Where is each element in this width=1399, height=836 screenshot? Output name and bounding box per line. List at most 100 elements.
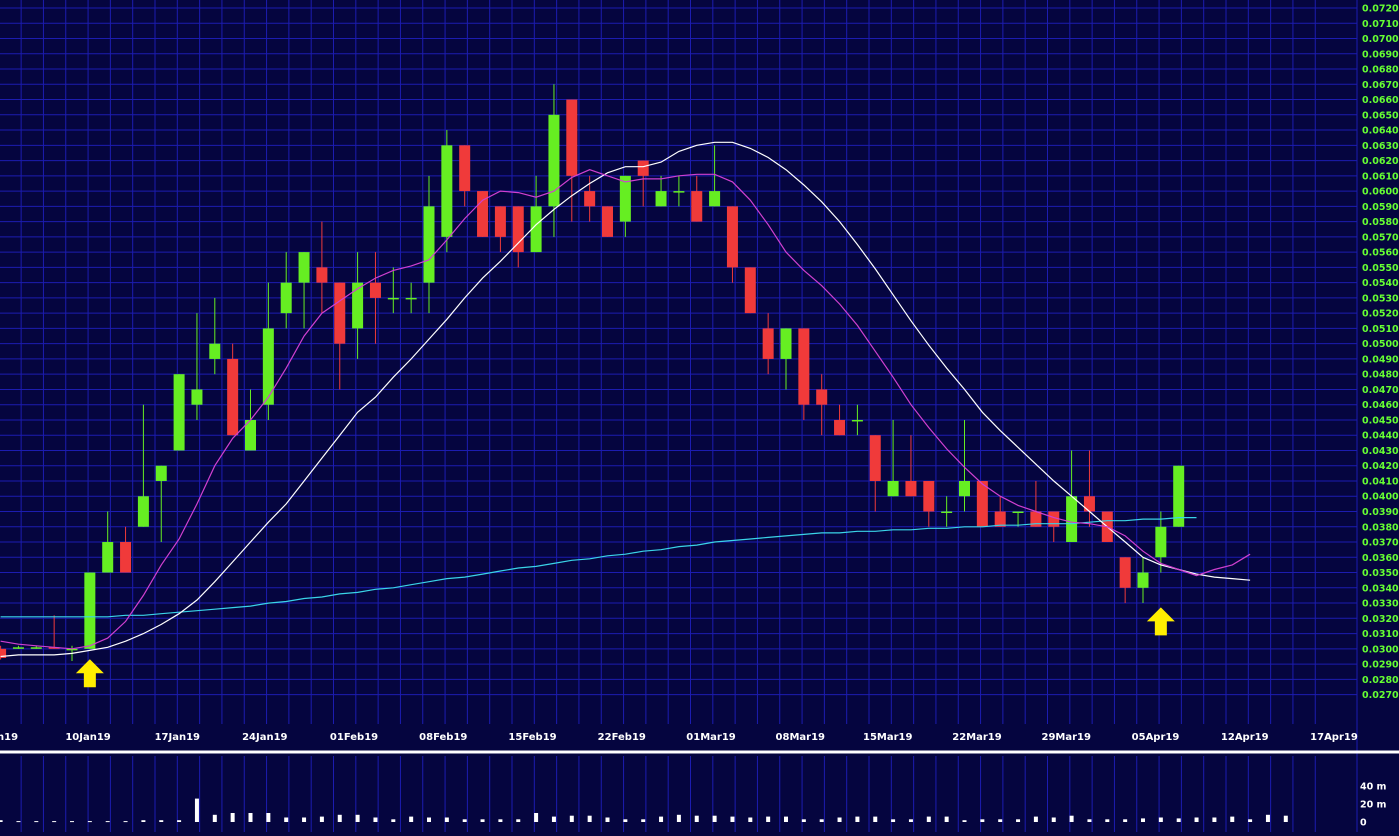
candle-up: [530, 206, 542, 253]
candle-up: [655, 191, 667, 207]
candle-up: [66, 648, 78, 651]
volume-tick-label: 40 m: [1360, 782, 1387, 793]
date-tick-label: 29Mar19: [1042, 732, 1092, 743]
volume-axis-labels: 40 m 20 m 0: [1360, 782, 1387, 829]
volume-bar: [784, 816, 788, 822]
volume-bar: [1123, 819, 1128, 822]
volume-panel: [0, 798, 1288, 823]
price-tick-label: 0.0590: [1362, 202, 1399, 213]
price-tick-label: 0.0320: [1362, 614, 1399, 625]
volume-bar: [980, 819, 985, 822]
candle-up: [1066, 496, 1078, 543]
candle-up: [709, 191, 721, 207]
volume-bar: [194, 798, 199, 822]
candle-down: [602, 206, 613, 237]
candle-down: [762, 328, 774, 359]
price-tick-label: 0.0450: [1362, 415, 1399, 426]
price-tick-label: 0.0640: [1362, 126, 1399, 137]
volume-bar: [641, 819, 646, 822]
date-tick-label: 15Feb19: [508, 732, 556, 743]
volume-bar: [623, 819, 628, 822]
volume-bar: [52, 821, 57, 823]
candle-up: [423, 206, 435, 283]
price-tick-label: 0.0600: [1362, 187, 1399, 198]
volume-bar: [1265, 814, 1270, 822]
price-tick-label: 0.0530: [1362, 293, 1399, 304]
volume-bar: [1051, 817, 1056, 822]
price-tick-label: 0.0690: [1362, 49, 1399, 60]
candle-up: [102, 542, 114, 573]
volume-bar: [1033, 816, 1038, 822]
volume-bar: [212, 814, 217, 822]
price-tick-label: 0.0480: [1362, 370, 1399, 381]
date-tick-label: 24Jan19: [242, 732, 287, 743]
candle-down: [834, 419, 846, 436]
candle-down: [905, 480, 917, 497]
volume-bar: [766, 816, 771, 822]
candle-down: [566, 99, 578, 176]
volume-bar: [0, 820, 3, 822]
candle-up: [191, 389, 203, 405]
candle-down: [48, 647, 60, 649]
volume-bar: [855, 816, 860, 822]
price-tick-label: 0.0490: [1362, 354, 1399, 365]
price-tick-label: 0.0420: [1362, 461, 1399, 472]
volume-bar: [676, 814, 681, 822]
price-tick-label: 0.0310: [1362, 629, 1399, 640]
volume-bar: [266, 813, 271, 822]
volume-bar: [87, 821, 92, 823]
volume-bar: [998, 819, 1003, 822]
date-axis-labels: 2Jan19 10Jan19 17Jan19 24Jan19 01Feb19 08Feb1…: [0, 732, 1358, 743]
price-tick-label: 0.0670: [1362, 80, 1399, 91]
price-tick-label: 0.0700: [1362, 34, 1399, 45]
candle-up: [941, 511, 953, 514]
volume-bar: [551, 816, 556, 822]
volume-bar: [891, 819, 896, 822]
volume-bar: [16, 821, 21, 823]
date-tick-label: 01Feb19: [330, 732, 378, 743]
candle-up: [30, 647, 42, 649]
candle-down: [1048, 511, 1060, 527]
price-tick-label: 0.0720: [1362, 4, 1399, 15]
volume-bar: [462, 819, 467, 822]
volume-bar: [1230, 816, 1235, 822]
candle-up: [12, 647, 24, 649]
date-tick-label: 15Mar19: [863, 732, 913, 743]
candle-up: [155, 465, 167, 481]
volume-bar: [427, 817, 431, 822]
date-tick-label: 22Feb19: [598, 732, 646, 743]
candle-down: [637, 160, 649, 176]
price-tick-label: 0.0620: [1362, 156, 1399, 167]
candle-down: [227, 358, 239, 436]
moving-average-medium-line: [0, 141, 1251, 658]
volume-bar: [230, 813, 235, 822]
price-tick-label: 0.0340: [1362, 583, 1399, 594]
price-tick-label: 0.0540: [1362, 278, 1399, 289]
volume-bar: [516, 819, 521, 822]
price-tick-label: 0.0400: [1362, 492, 1399, 503]
price-tick-label: 0.0380: [1362, 522, 1399, 533]
volume-bar: [70, 821, 74, 823]
price-tick-label: 0.0360: [1362, 553, 1399, 564]
volume-bar: [373, 817, 378, 822]
date-tick-label: 17Apr19: [1310, 732, 1358, 743]
candle-down: [869, 435, 881, 481]
volume-bar: [177, 820, 182, 822]
price-tick-label: 0.0440: [1362, 431, 1399, 442]
candle-down: [798, 328, 810, 405]
candle-up: [173, 374, 185, 451]
candle-up: [887, 480, 899, 497]
volume-tick-label: 0: [1360, 818, 1367, 829]
candle-down: [120, 542, 132, 573]
candle-down: [726, 206, 738, 268]
volume-bar: [712, 815, 717, 822]
volume-bar: [1194, 817, 1199, 822]
price-tick-label: 0.0570: [1362, 232, 1399, 243]
candle-down: [316, 267, 328, 283]
candle-down: [477, 191, 489, 237]
price-tick-label: 0.0610: [1362, 171, 1399, 182]
price-tick-label: 0.0630: [1362, 141, 1399, 152]
volume-bar: [1212, 817, 1217, 822]
